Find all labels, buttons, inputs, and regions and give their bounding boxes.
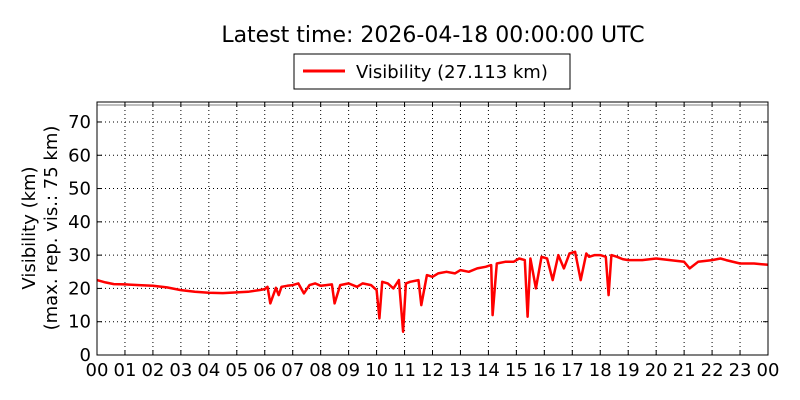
x-tick-label: 03: [169, 360, 192, 381]
x-tick-label: 18: [589, 360, 612, 381]
plot-frame: [96, 101, 769, 356]
y-tick-label: 60: [68, 145, 91, 166]
chart-title: Latest time: 2026-04-18 00:00:00 UTC: [221, 23, 644, 48]
x-tick-label: 10: [365, 360, 388, 381]
x-tick-label: 22: [701, 360, 724, 381]
x-tick-label: 00: [86, 360, 109, 381]
x-tick-label: 23: [729, 360, 752, 381]
y-axis-label: Visibility (km) (max. rep. vis.: 75 km): [19, 126, 62, 331]
x-tick-label: 01: [114, 360, 137, 381]
x-tick-label: 21: [673, 360, 696, 381]
y-axis-label-line2: (max. rep. vis.: 75 km): [41, 126, 62, 331]
grid: [97, 102, 768, 355]
x-tick-label: 16: [533, 360, 556, 381]
y-tick-label: 30: [68, 245, 91, 266]
x-tick-label: 12: [421, 360, 444, 381]
series-line-visibility: [96, 250, 769, 333]
legend-label: Visibility (27.113 km): [356, 62, 548, 83]
x-tick-label: 17: [561, 360, 584, 381]
y-axis-label-line1: Visibility (km): [19, 166, 40, 289]
x-tick-label: 00: [757, 360, 780, 381]
y-tick-label: 0: [80, 345, 91, 366]
x-tick-label: 09: [337, 360, 360, 381]
y-tick-label: 20: [68, 278, 91, 299]
x-tick-label: 02: [141, 360, 164, 381]
x-tick-label: 20: [645, 360, 668, 381]
x-tick-label: 05: [225, 360, 248, 381]
legend: Visibility (27.113 km): [293, 53, 571, 90]
x-tick-label: 11: [393, 360, 416, 381]
x-tick-label: 19: [617, 360, 640, 381]
plot-series: [96, 250, 769, 333]
x-tick-label: 06: [253, 360, 276, 381]
x-tick-label: 08: [309, 360, 332, 381]
x-tick-label: 13: [449, 360, 472, 381]
x-tick-label: 07: [281, 360, 304, 381]
y-tick-label: 10: [68, 312, 91, 333]
y-tick-label: 40: [68, 212, 91, 233]
y-tick-label: 70: [68, 112, 91, 133]
x-tick-label: 14: [477, 360, 500, 381]
x-tick-label: 15: [505, 360, 528, 381]
y-tick-label: 50: [68, 179, 91, 200]
x-tick-label: 04: [197, 360, 220, 381]
